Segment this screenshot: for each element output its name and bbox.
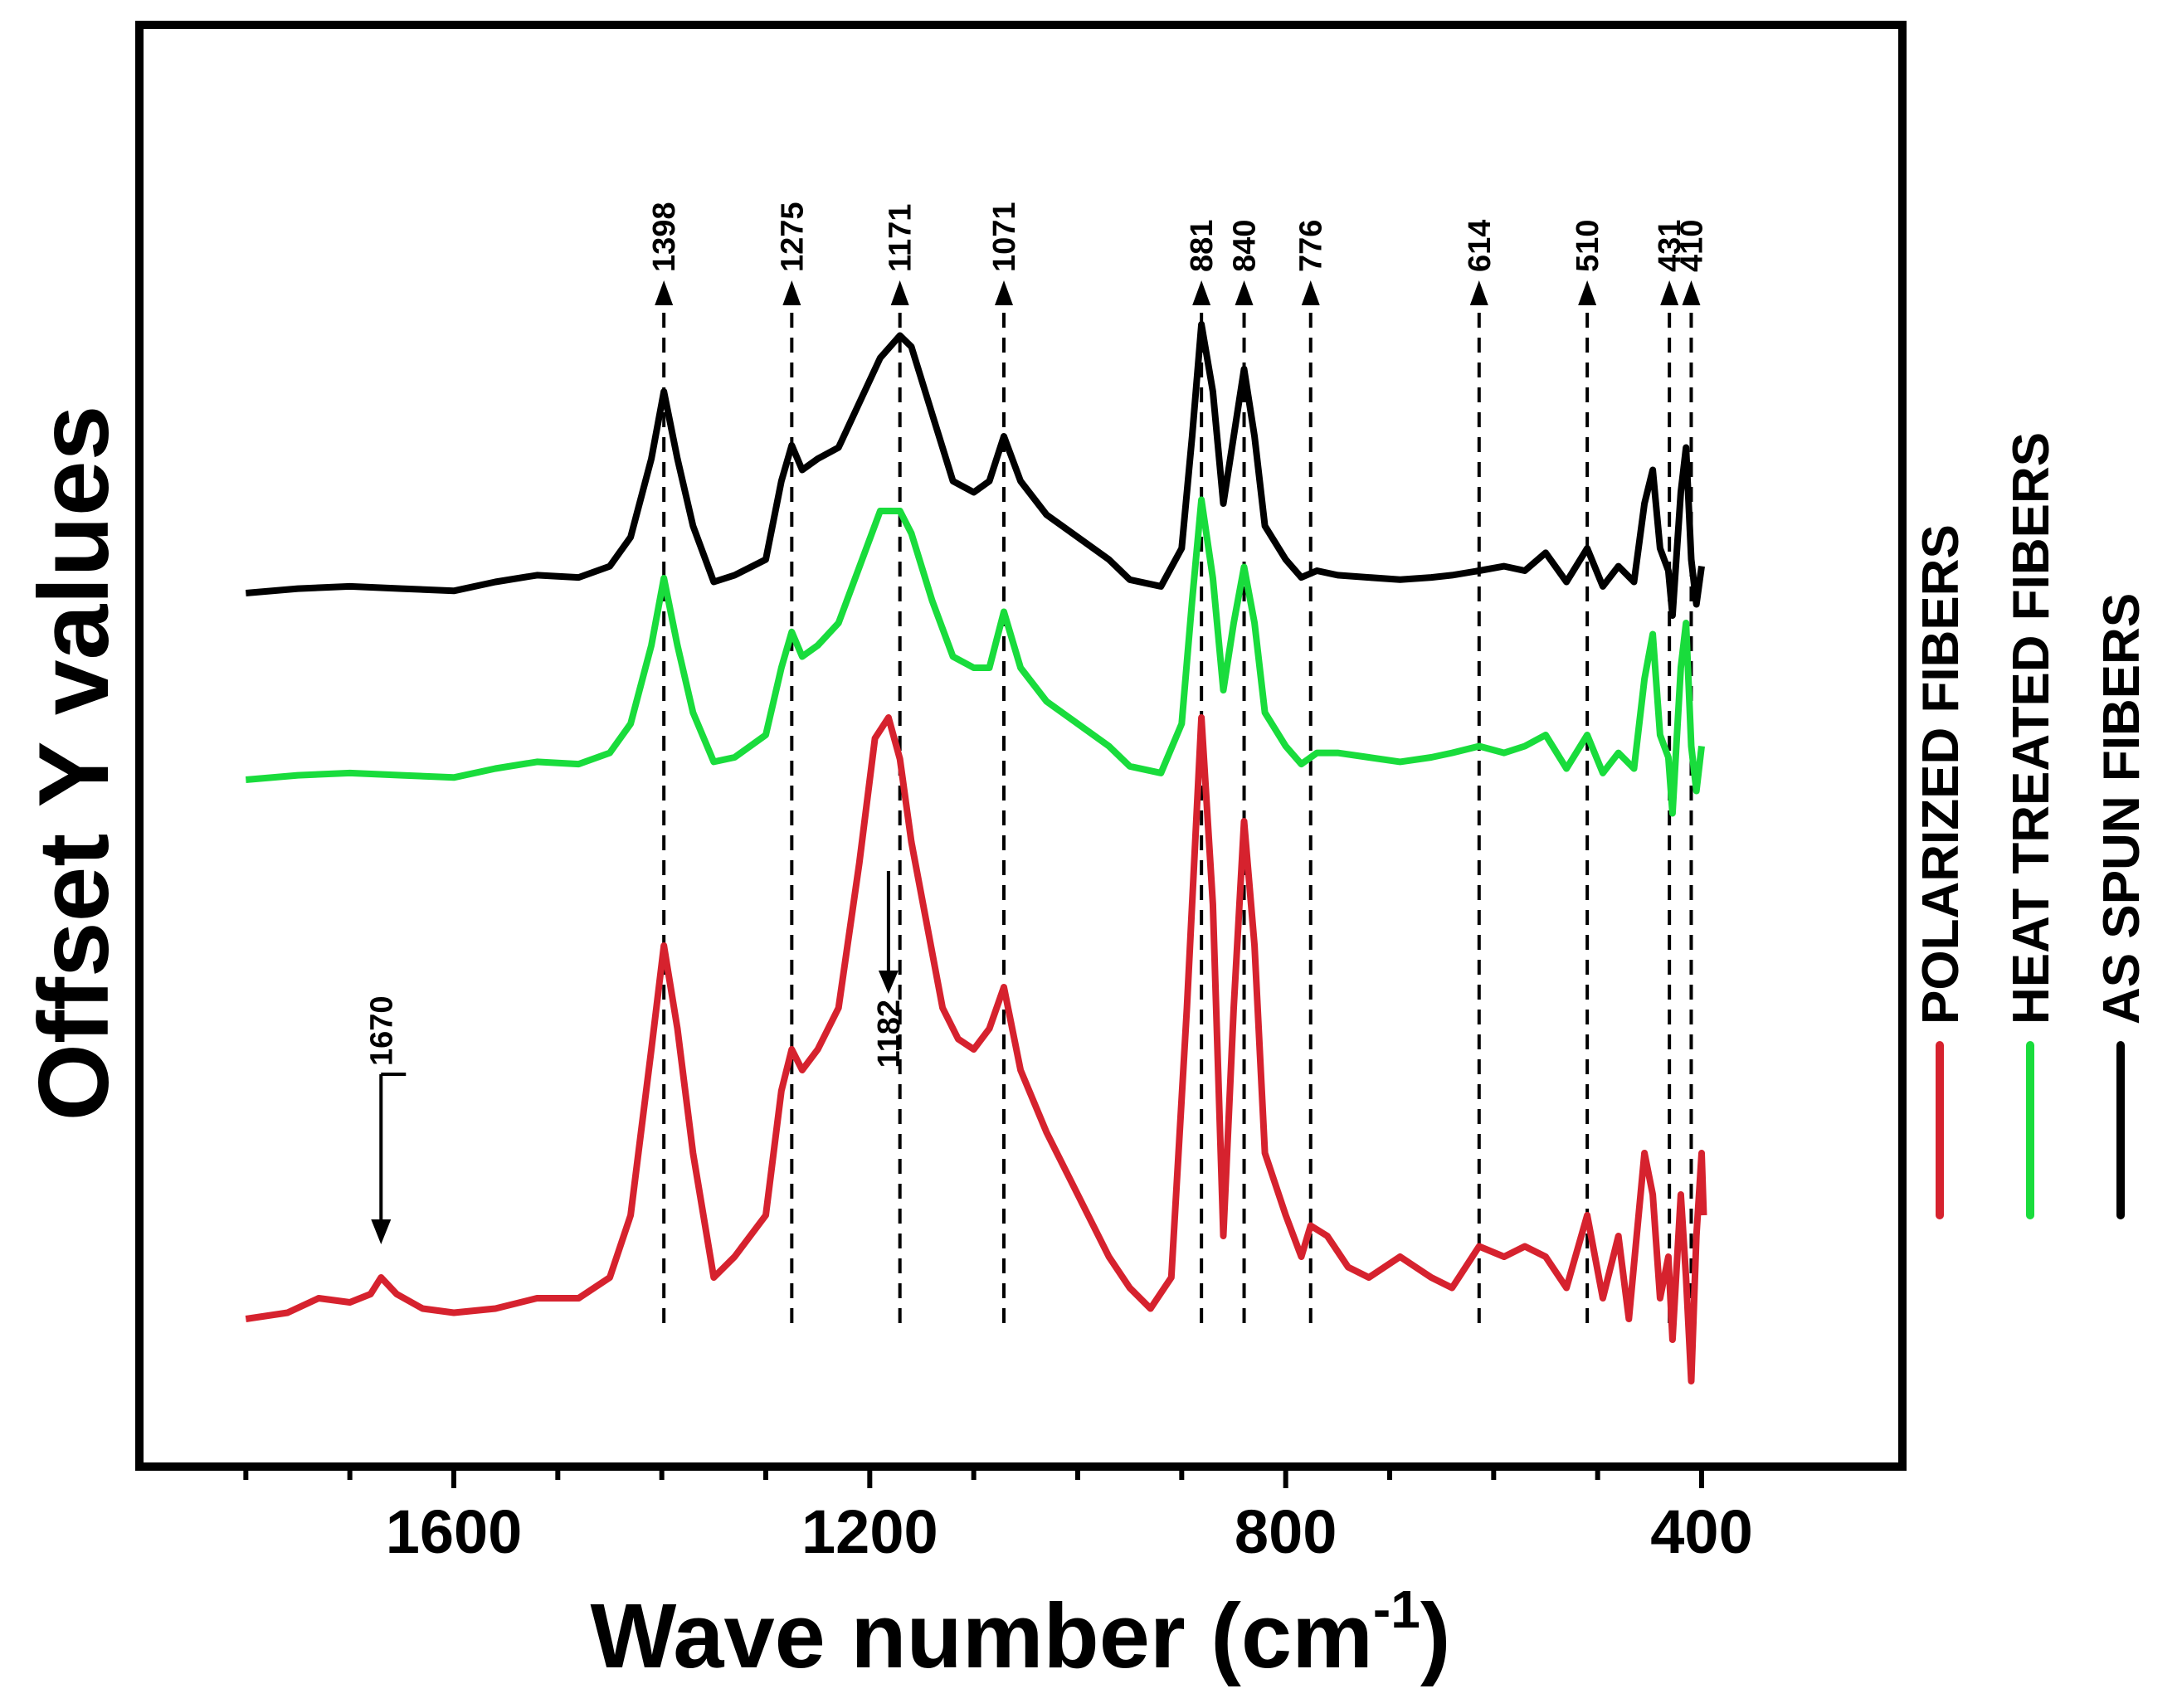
y-axis-title: Offset Y values (18, 406, 129, 1122)
peak-label-776: 776 (1294, 220, 1329, 272)
series-line-polarized-fibers (245, 714, 1707, 1384)
peak-arrow-840 (1235, 280, 1254, 305)
legend-label-polarized-fibers: POLARIZED FIBERS (1912, 524, 1970, 1024)
legend-label-as-spun-fibers: AS SPUN FIBERS (2093, 593, 2150, 1024)
x-axis-title-close: ) (1420, 1585, 1451, 1687)
x-tick-label-400: 400 (1650, 1497, 1752, 1566)
x-axis: 1600 1200 800 400 (243, 1467, 1753, 1566)
peak-arrow-410 (1682, 280, 1701, 305)
annotation-label-1182: 1182 (872, 1000, 907, 1068)
x-axis-title: Wave number (cm-1) (591, 1579, 1451, 1687)
x-tick-label-1600: 1600 (386, 1497, 523, 1566)
peak-arrow-510 (1578, 280, 1597, 305)
peak-label-614: 614 (1463, 220, 1498, 272)
peak-label-1398: 1398 (647, 202, 682, 272)
peak-label-1275: 1275 (775, 202, 810, 272)
x-tick-label-1200: 1200 (801, 1497, 938, 1566)
series-line-as-spun-fibers (245, 321, 1705, 619)
annotation-arrow-1182 (878, 971, 899, 994)
peak-label-881: 881 (1185, 220, 1220, 272)
legend-label-heat-treated-fibers: HEAT TREATED FIBERS (2003, 432, 2060, 1024)
series-lines (245, 321, 1707, 1384)
peak-arrow-776 (1301, 280, 1320, 305)
legend: POLARIZED FIBERS HEAT TREATED FIBERS AS SP… (1912, 432, 2150, 1219)
series-line-heat-treated-fibers (245, 496, 1705, 817)
peak-label-1071: 1071 (987, 202, 1022, 272)
x-axis-title-main: Wave number (cm (591, 1585, 1373, 1687)
peak-label-510: 510 (1571, 220, 1605, 272)
peak-label-431: 431 (1653, 220, 1688, 272)
peak-arrow-881 (1192, 280, 1211, 305)
peak-arrow-1171 (890, 280, 909, 305)
annotation-label-1670: 1670 (364, 995, 399, 1066)
peak-guide-lines (655, 280, 1701, 1323)
peak-label-840: 840 (1228, 220, 1263, 272)
peak-arrow-431 (1660, 280, 1679, 305)
annotation-arrow-1670 (371, 1219, 392, 1244)
x-tick-label-800: 800 (1235, 1497, 1337, 1566)
peak-arrow-1398 (655, 280, 674, 305)
x-axis-title-superscript: -1 (1373, 1579, 1420, 1639)
peak-arrow-614 (1469, 280, 1488, 305)
peak-arrow-1071 (995, 280, 1014, 305)
plot-frame (135, 21, 1907, 1471)
peak-arrow-1275 (782, 280, 801, 305)
peak-label-1171: 1171 (884, 204, 918, 272)
peak-label-410: 410 (1674, 220, 1709, 272)
